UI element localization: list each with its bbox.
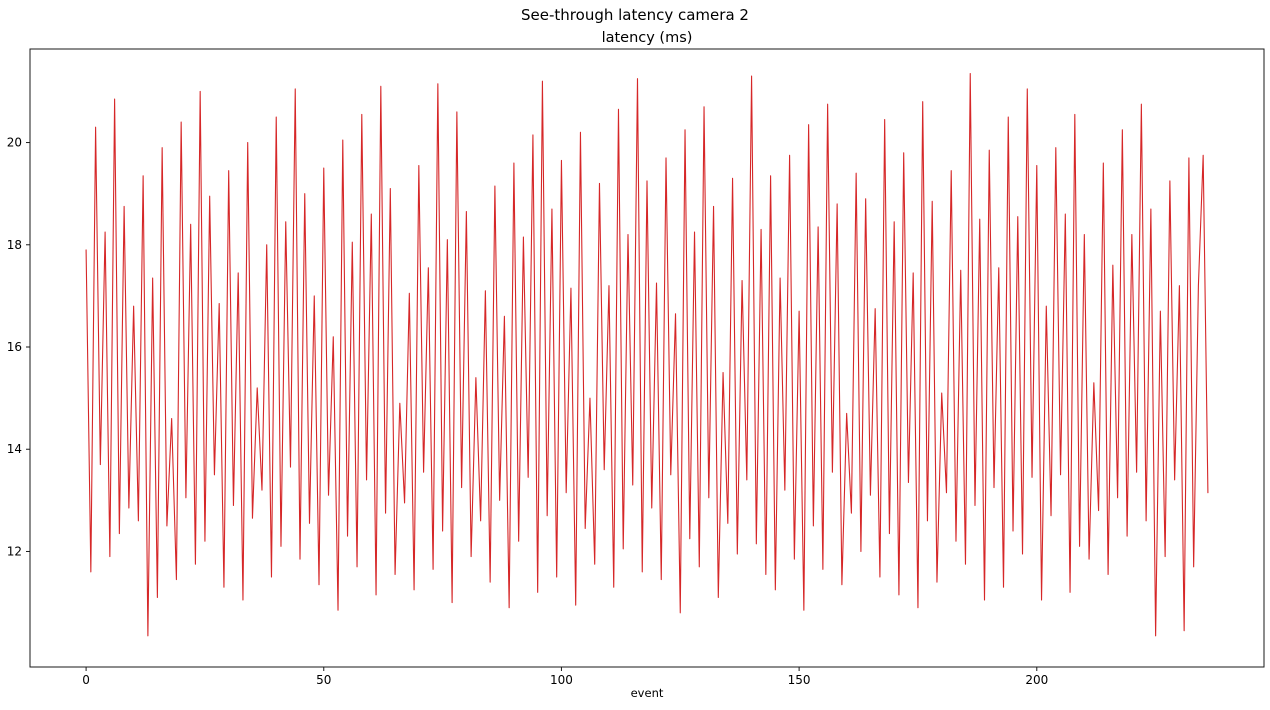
latency-series-line bbox=[85, 72, 1209, 637]
y-tick-label: 18 bbox=[7, 238, 22, 252]
figure-title: See-through latency camera 2 bbox=[521, 6, 749, 24]
x-tick-label: 150 bbox=[788, 673, 811, 687]
x-tick-label: 0 bbox=[82, 673, 90, 687]
y-tick-label: 14 bbox=[7, 442, 22, 456]
y-tick-label: 16 bbox=[7, 340, 22, 354]
x-tick-label: 100 bbox=[550, 673, 573, 687]
axes-title: latency (ms) bbox=[601, 30, 693, 46]
y-tick-label: 20 bbox=[7, 136, 22, 150]
y-tick-label: 12 bbox=[7, 544, 22, 558]
x-axis-label: event bbox=[630, 686, 664, 700]
plot-border bbox=[29, 48, 1265, 668]
x-tick-label: 50 bbox=[316, 673, 331, 687]
x-tick-label: 200 bbox=[1025, 673, 1048, 687]
